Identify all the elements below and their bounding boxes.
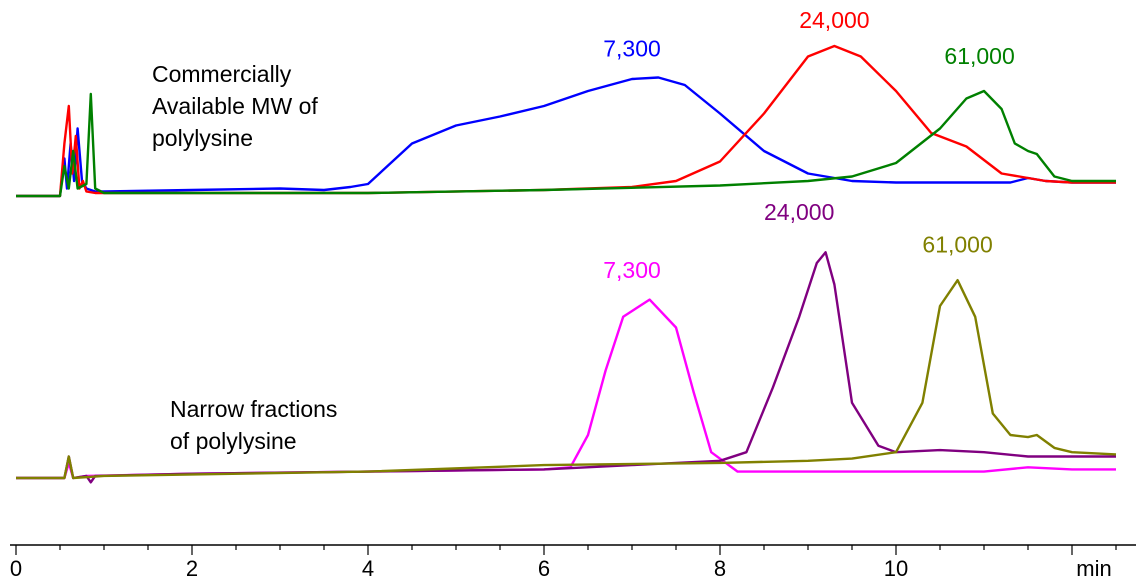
- peak-label-1-2: 61,000: [922, 231, 992, 257]
- trace-0-2: [16, 89, 1116, 198]
- x-axis-unit-label: min: [1076, 556, 1111, 581]
- x-tick-label-2: 2: [186, 556, 198, 581]
- panel-label-1-line-0: Narrow fractions: [170, 396, 337, 422]
- peak-label-0-0: 7,300: [603, 36, 661, 62]
- panel-label-0-line-0: Commercially: [152, 61, 292, 87]
- x-tick-label-10: 10: [884, 556, 908, 581]
- panel-label-0-line-2: polylysine: [152, 125, 253, 151]
- x-tick-label-6: 6: [538, 556, 550, 581]
- x-tick-label-4: 4: [362, 556, 374, 581]
- peak-label-1-1: 24,000: [764, 199, 834, 225]
- panel-label-0-line-1: Available MW of: [152, 93, 318, 119]
- annotations: 7,300 24,000 61,000 Commercially Available M…: [152, 7, 1015, 454]
- trace-1-2: [16, 279, 1117, 480]
- x-tick-label-8: 8: [714, 556, 726, 581]
- peak-label-0-2: 61,000: [944, 43, 1014, 69]
- peak-label-0-1: 24,000: [799, 7, 869, 33]
- peak-label-1-0: 7,300: [603, 257, 661, 283]
- panel-label-1-line-1: of polylysine: [170, 428, 297, 454]
- narrow-fraction-traces: [16, 251, 1117, 484]
- commercial-traces: [16, 44, 1116, 198]
- x-axis: 0 2 4 6 8 10 min: [10, 544, 1136, 581]
- x-tick-label-0: 0: [10, 556, 22, 581]
